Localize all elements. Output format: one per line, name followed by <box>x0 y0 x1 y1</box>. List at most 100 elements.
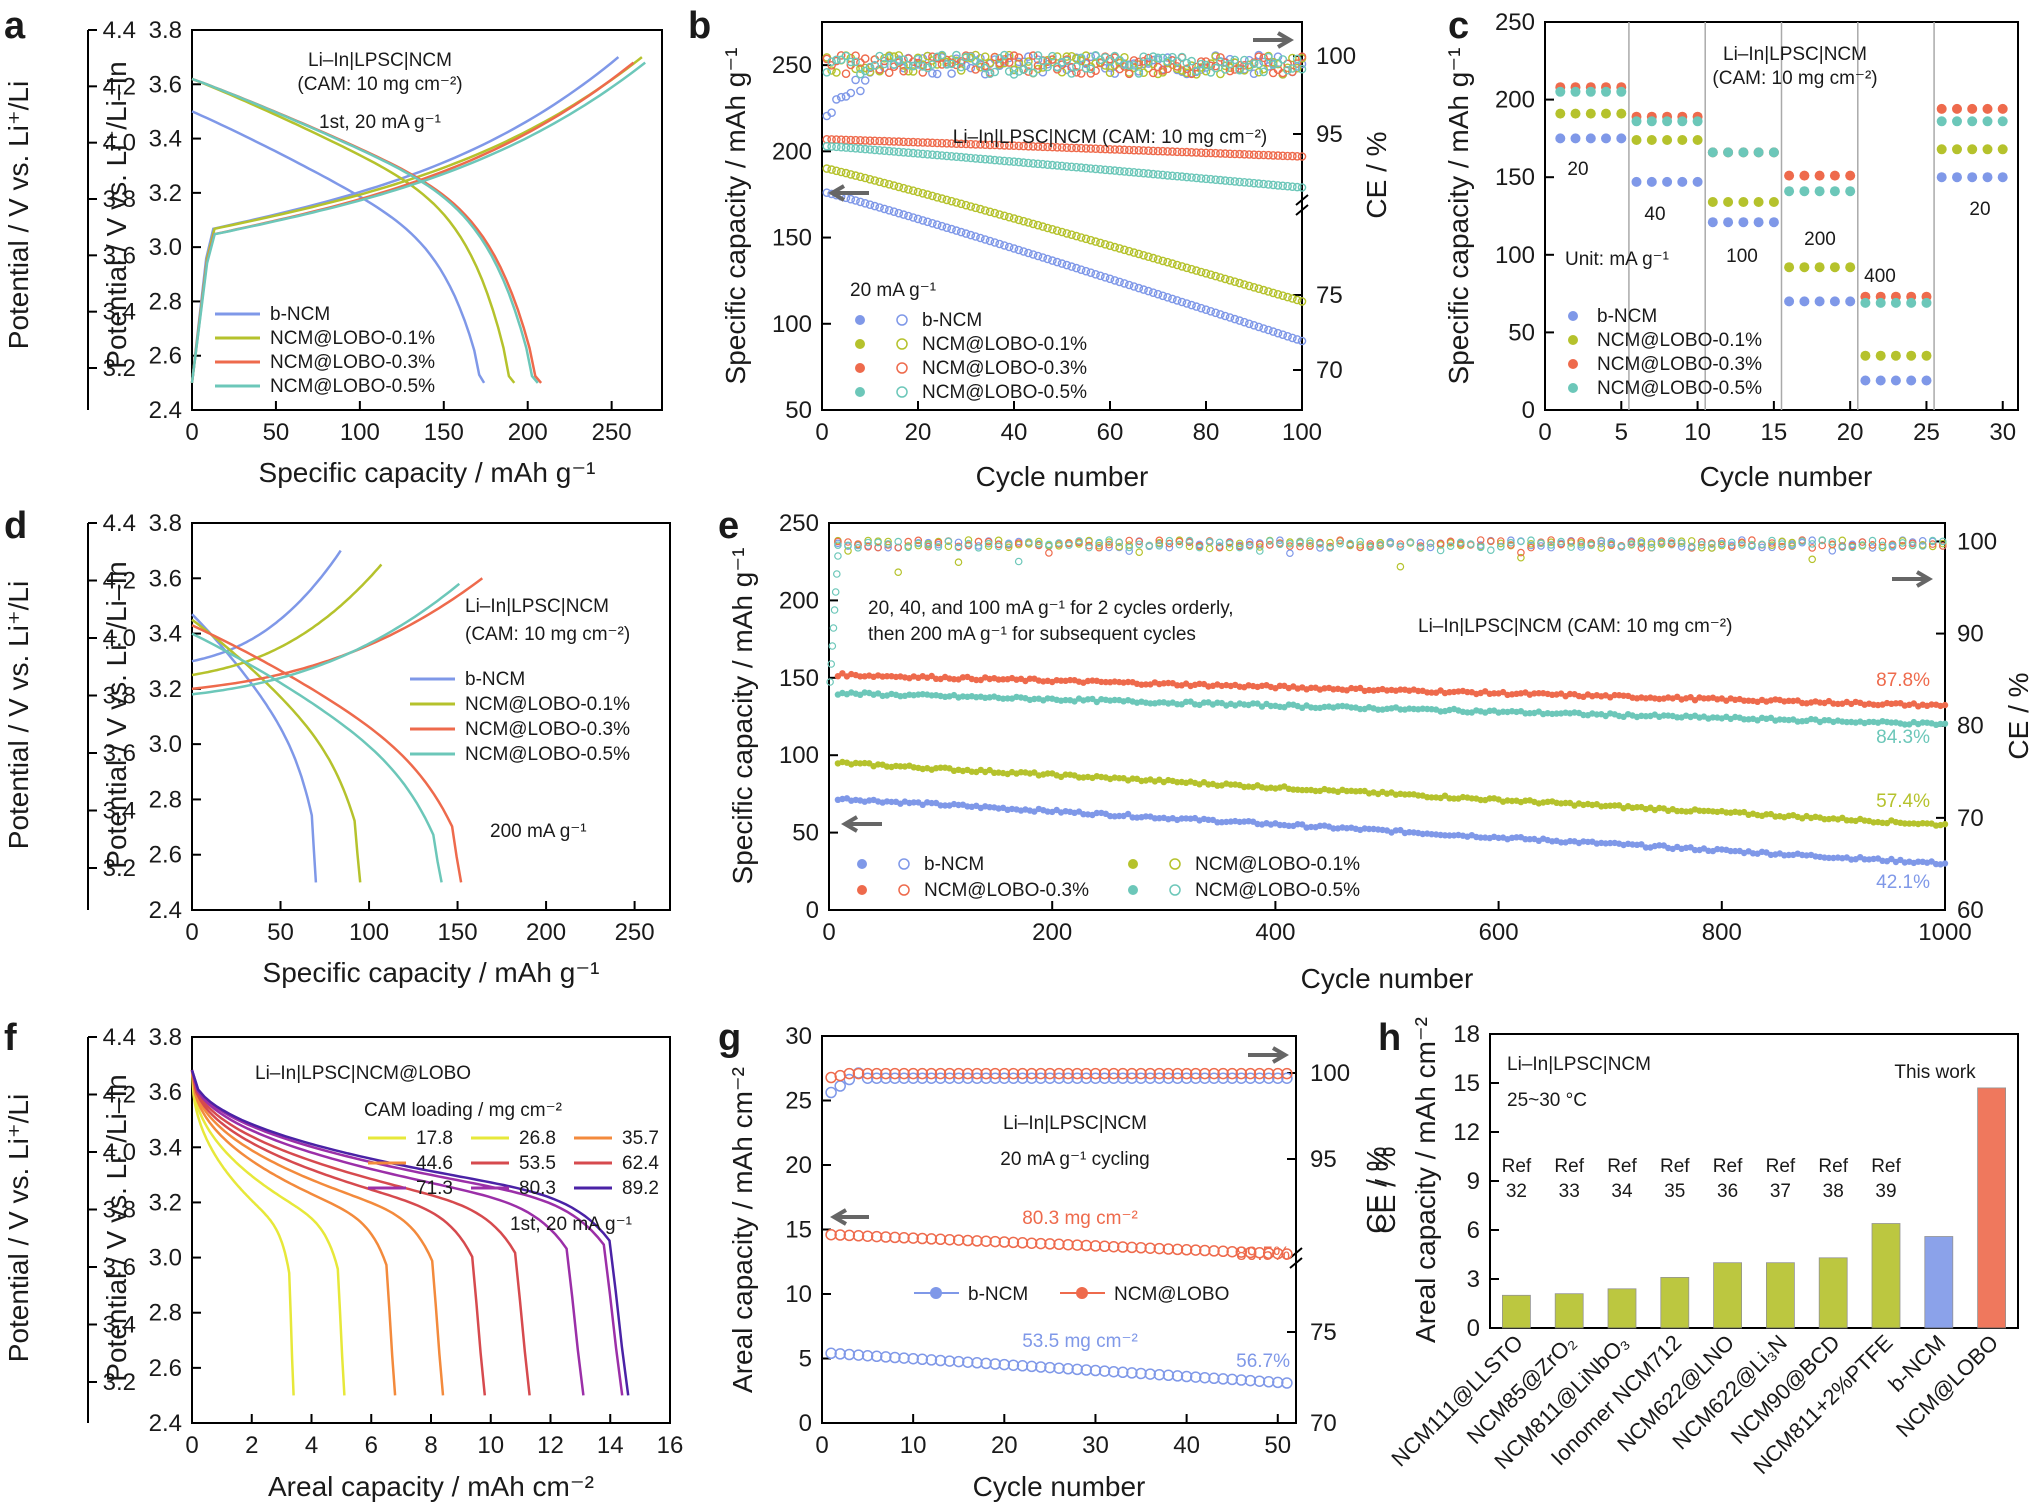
capacity-point <box>1014 215 1024 225</box>
panel-d: d 3.23.43.63.84.04.24.4 Potential / V vs… <box>3 505 671 988</box>
ce-point <box>1617 542 1626 551</box>
ce-point <box>856 86 865 96</box>
capacity-point <box>971 1235 983 1247</box>
ce-point <box>1292 59 1302 68</box>
capacity-point <box>1235 278 1244 288</box>
x-tick-label: 40 <box>1001 419 1028 446</box>
capacity-point <box>1000 141 1009 150</box>
rate-point <box>1646 176 1657 187</box>
capacity-point <box>971 203 980 213</box>
ce-point <box>1185 542 1194 551</box>
ce-point <box>846 57 856 67</box>
capacity-point <box>1225 275 1235 285</box>
arrow-left-icon <box>841 815 882 833</box>
capacity-point <box>1062 696 1069 704</box>
ce-point <box>1396 540 1405 548</box>
outer-y-tick-label: 4.4 <box>103 17 136 44</box>
rate-point <box>1753 147 1764 158</box>
ce-point <box>1296 539 1304 547</box>
ce-point <box>962 1072 974 1084</box>
ce-point <box>954 558 963 567</box>
ce-point <box>1189 1072 1202 1084</box>
ce-point <box>1939 542 1947 550</box>
rate-point <box>1585 108 1596 119</box>
ce-point <box>1366 540 1375 548</box>
ce-point <box>1025 538 1033 546</box>
ce-point <box>956 66 966 75</box>
capacity-point <box>1124 678 1132 686</box>
legend-label: 53.5 <box>519 1153 556 1174</box>
ref-tag: Ref <box>1818 1156 1848 1177</box>
ce-point <box>884 537 892 546</box>
capacity-point <box>1057 259 1067 268</box>
rate-point <box>1585 86 1596 97</box>
ce-point <box>1788 538 1796 547</box>
ce-point <box>1487 546 1495 555</box>
outer-y-tick-label: 3.4 <box>103 798 136 825</box>
ce-point <box>998 1067 1011 1080</box>
rate-point <box>1585 133 1596 144</box>
capacity-point <box>1168 171 1177 181</box>
ce-point <box>1446 542 1455 551</box>
ce-point <box>884 540 892 548</box>
ce-point <box>1838 543 1847 552</box>
capacity-point <box>865 200 875 209</box>
ce-point <box>1144 63 1153 73</box>
capacity-point <box>1262 1376 1275 1388</box>
capacity-point <box>976 140 985 149</box>
y-tick-label: 3.2 <box>149 1189 182 1216</box>
ce-point <box>971 50 980 60</box>
ce-point <box>1125 543 1134 552</box>
capacity-point <box>899 183 908 193</box>
capacity-point <box>1240 149 1249 159</box>
ce-point <box>832 95 841 104</box>
y-tick-label: 9 <box>1467 1168 1480 1195</box>
capacity-point <box>1115 145 1124 154</box>
ce-point <box>1878 541 1887 550</box>
ce-point <box>1115 64 1124 74</box>
ce-point <box>998 1072 1011 1084</box>
capacity-point <box>1299 821 1306 828</box>
legend-a: b-NCMNCM@LOBO-0.1%NCM@LOBO-0.3%NCM@LOBO-… <box>215 304 435 397</box>
x-tick-label: 250 <box>615 919 655 946</box>
capacity-point <box>1100 239 1110 249</box>
ce-point <box>1165 536 1174 545</box>
capacity-point <box>1249 282 1259 292</box>
capacity-point <box>1086 235 1096 245</box>
rate-point <box>1875 350 1886 361</box>
ce-point <box>980 69 990 79</box>
capacity-point <box>1307 684 1315 691</box>
ce-point <box>1115 538 1124 547</box>
capacity-point <box>865 145 875 154</box>
capacity-point <box>1441 832 1449 839</box>
ce-point <box>989 1072 1001 1084</box>
capacity-point <box>1216 175 1225 185</box>
capacity-point <box>1080 811 1087 818</box>
capacity-point <box>913 187 923 197</box>
rate-point <box>1814 170 1825 181</box>
ce-point <box>1195 543 1204 552</box>
capacity-point <box>1091 144 1100 153</box>
capacity-point <box>934 1354 947 1367</box>
ce-point <box>825 1086 837 1099</box>
ce-point <box>1657 538 1666 547</box>
outer-y-tick-label: 3.8 <box>103 683 136 710</box>
capacity-point <box>907 1232 919 1244</box>
capacity-point <box>825 1228 837 1241</box>
x-label-a: Specific capacity / mAh g⁻¹ <box>259 457 596 488</box>
rate-point <box>1646 116 1657 127</box>
ce-point <box>1201 57 1211 66</box>
capacity-point <box>1196 303 1206 313</box>
rate-point <box>1875 297 1886 308</box>
ce-point <box>1647 540 1656 549</box>
ce-point <box>1283 59 1292 69</box>
capacity-point <box>1120 245 1129 255</box>
ce-point <box>1406 538 1415 547</box>
ce-point <box>1426 539 1435 548</box>
x-tick-label: 12 <box>537 1432 564 1459</box>
capacity-point <box>1144 1368 1156 1380</box>
capacity-point <box>1014 245 1024 255</box>
y-tick-label: 6 <box>1467 1217 1480 1244</box>
ce-point <box>1175 537 1184 546</box>
capacity-point <box>1278 181 1288 191</box>
